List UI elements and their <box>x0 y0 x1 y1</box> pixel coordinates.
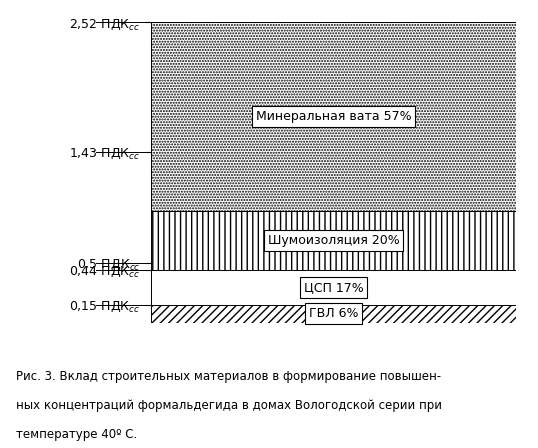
Bar <box>151 270 516 305</box>
Text: ГВЛ 6%: ГВЛ 6% <box>309 307 358 320</box>
Text: Минеральная вата 57%: Минеральная вата 57% <box>256 110 412 123</box>
Text: температуре 40º С.: температуре 40º С. <box>16 428 137 441</box>
Text: ЦСП 17%: ЦСП 17% <box>303 281 364 294</box>
Bar <box>151 211 516 270</box>
Bar <box>151 22 516 211</box>
Bar <box>151 305 516 323</box>
Text: Рис. 3. Вклад строительных материалов в формирование повышен-: Рис. 3. Вклад строительных материалов в … <box>16 370 441 383</box>
Text: Шумоизоляция 20%: Шумоизоляция 20% <box>268 234 399 247</box>
Text: ных концентраций формальдегида в домах Вологодской серии при: ных концентраций формальдегида в домах В… <box>16 399 442 412</box>
